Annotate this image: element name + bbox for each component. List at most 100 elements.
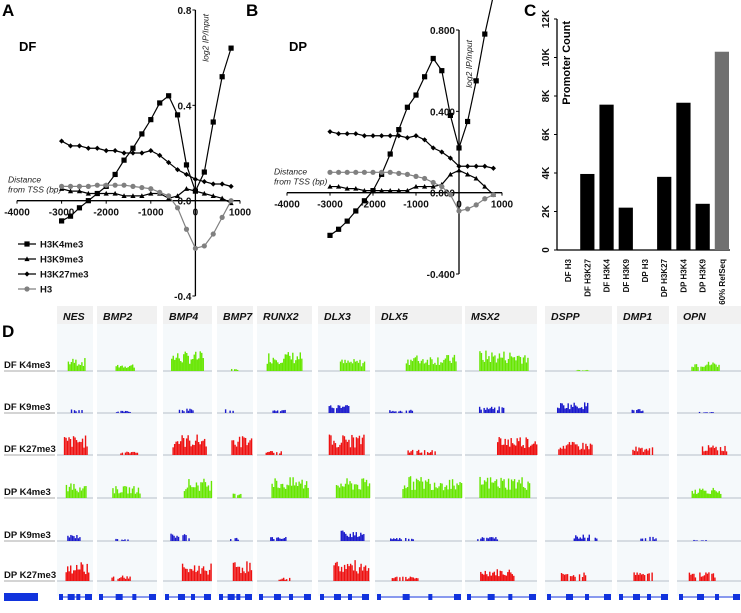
gene-model-exon [320,594,324,600]
data-point-h3k27me3 [112,148,118,154]
data-point-h3k4me3 [482,31,488,37]
signal-bar [364,565,367,581]
signal-bar [361,478,363,498]
signal-bar [307,487,309,498]
signal-bar [567,403,569,413]
signal-bar [281,362,283,371]
data-point-h3k4me3 [447,112,453,118]
signal-bar [448,479,451,498]
signal-bar [577,446,580,455]
signal-bar [573,442,575,455]
signal-bar [267,452,269,455]
signal-bar [279,579,282,581]
signal-bar [129,576,131,581]
data-point-h3 [379,169,385,175]
signal-bar [432,489,434,498]
data-point-h3k9me3 [94,190,100,196]
bar-df-h3k9 [618,207,633,250]
signal-bar [119,492,122,498]
signal-bar [715,491,717,498]
data-point-h3k4me3 [76,205,83,211]
signal-bar [282,410,285,413]
signal-bar [513,479,516,498]
signal-bar [70,483,72,498]
signal-bar [117,578,119,581]
data-point-h3k27me3 [76,143,83,149]
signal-bar [271,483,273,498]
signal-bar [281,578,283,581]
x-tick-label: -4000 [4,208,30,219]
signal-bar [187,355,189,371]
signal-bar [357,536,359,541]
signal-bar [357,362,360,371]
signal-bar [588,449,590,455]
signal-bar [700,576,703,581]
signal-bar [581,577,584,581]
signal-bar [583,449,586,455]
signal-bar [556,407,559,413]
x-tick-label: 0 [456,200,462,211]
signal-bar [417,578,419,581]
data-point-h3k27me3 [473,163,479,169]
signal-bar [505,575,507,581]
signal-bar [450,488,452,498]
data-point-h3k4me3 [361,198,367,204]
signal-bar [363,534,365,541]
signal-bar [127,539,129,541]
signal-bar [409,476,412,498]
signal-bar [67,361,70,371]
signal-bar [509,352,511,371]
signal-bar [492,537,494,541]
signal-bar [181,435,183,455]
signal-bar [346,441,349,455]
signal-bar [112,488,114,498]
signal-bar [652,536,654,541]
data-point-h3k9me3 [192,188,198,194]
signal-bar [594,537,596,541]
signal-bar [703,451,705,455]
signal-bar [513,444,515,455]
signal-bar [354,535,356,541]
signal-bar [70,409,73,413]
signal-bar [503,351,505,371]
signal-bar [286,354,288,371]
signal-bar [293,363,295,371]
chart-a-title: DF [19,39,36,54]
signal-bar [192,487,195,498]
data-point-h3k27me3 [447,155,453,161]
signal-bar [360,563,362,581]
signal-bar [396,576,398,581]
signal-bar [285,579,288,581]
signal-bar [585,406,587,413]
signal-bar [278,579,280,581]
data-point-h3k4me3 [166,93,172,99]
signal-bar [419,363,421,371]
signal-bar [346,478,348,498]
signal-bar [80,562,82,581]
gene-model-exon [227,594,235,600]
data-point-h3 [228,198,234,204]
signal-bar [283,538,286,541]
signal-bar [352,489,354,498]
signal-bar [572,575,575,581]
data-point-h3k4me3 [157,100,163,106]
legend-marker-h3k4me3 [24,241,30,247]
signal-bar [566,574,569,581]
signal-bar [74,488,77,498]
data-point-h3k4me3 [430,55,436,62]
signal-bar [570,404,572,413]
signal-bar [345,362,348,371]
signal-bar [235,369,237,371]
signal-bar [290,485,293,498]
signal-bar [447,489,449,498]
y-tick-label: 0.4 [177,101,191,112]
signal-bar [134,493,137,498]
x-axis-label-line1: Distance [8,175,41,185]
signal-bar [358,435,361,455]
signal-bar [500,477,502,498]
signal-bar [432,364,435,371]
signal-bar [486,574,488,581]
signal-bar [81,438,84,455]
signal-bar [349,481,351,498]
signal-bar [188,479,190,498]
